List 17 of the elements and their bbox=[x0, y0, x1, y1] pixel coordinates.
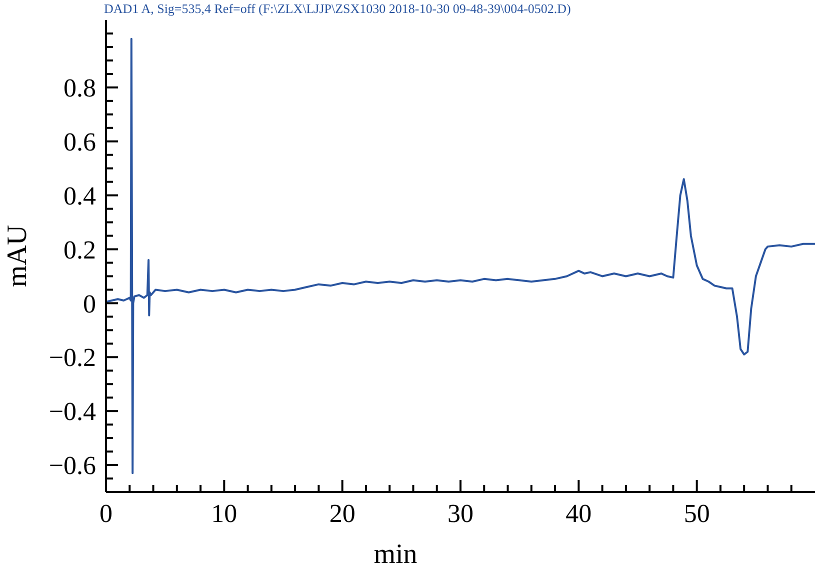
x-tick-label: 40 bbox=[566, 499, 592, 528]
x-tick-label: 30 bbox=[448, 499, 474, 528]
y-axis-title: mAU bbox=[2, 224, 33, 288]
line-series bbox=[105, 38, 815, 474]
y-tick-label: 0 bbox=[83, 289, 96, 318]
y-tick-label: 0.6 bbox=[64, 127, 96, 156]
y-tick-label: −0.2 bbox=[48, 343, 96, 372]
y-tick-label: 0.2 bbox=[64, 235, 96, 264]
x-tick-label: 20 bbox=[329, 499, 356, 528]
y-tick-label: −0.6 bbox=[48, 451, 96, 480]
x-axis-title: min bbox=[374, 539, 418, 567]
x-tick-label: 10 bbox=[211, 499, 238, 528]
y-tick-label: −0.4 bbox=[48, 397, 96, 426]
y-tick-label: 0.4 bbox=[64, 181, 96, 210]
chart-title: DAD1 A, Sig=535,4 Ref=off (F:\ZLX\LJJP\ZSX1030 2018-10-30 09-48-39\004-0502.D) bbox=[104, 1, 571, 16]
y-tick-label: 0.8 bbox=[64, 74, 96, 103]
x-tick-label: 50 bbox=[684, 499, 710, 528]
